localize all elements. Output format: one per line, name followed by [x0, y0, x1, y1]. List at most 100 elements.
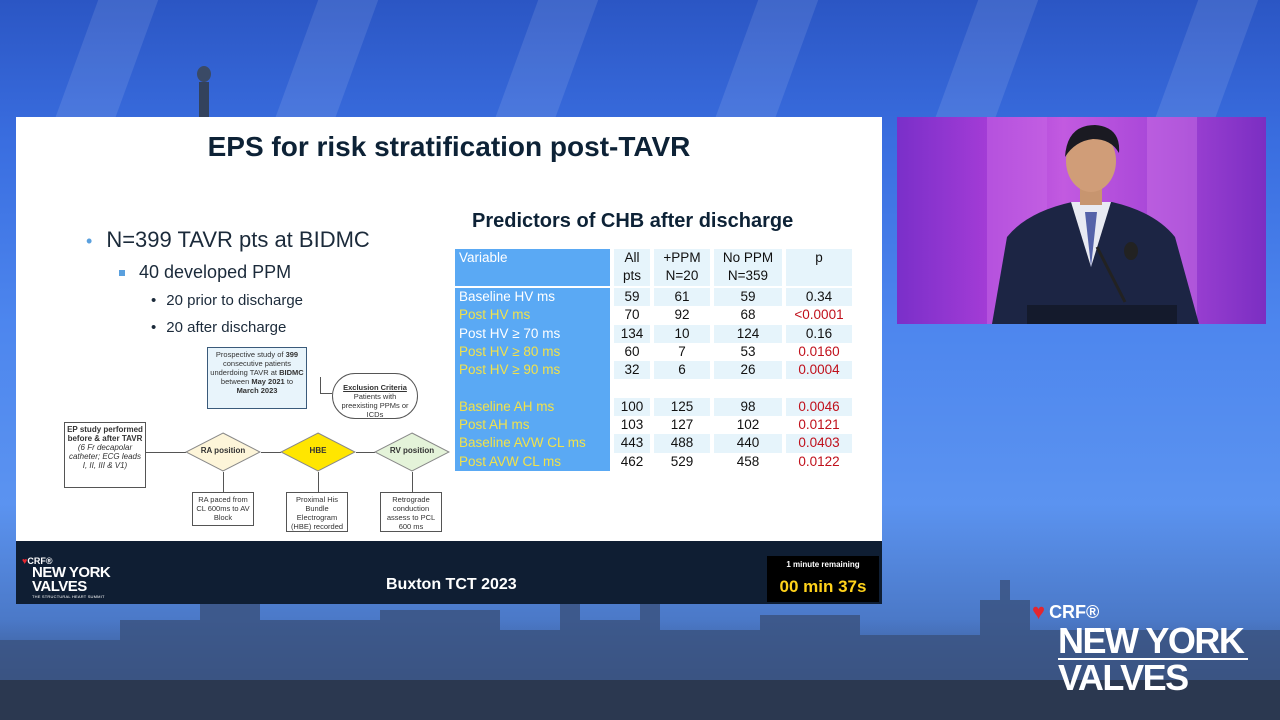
cell-ppm: 61 [654, 288, 710, 307]
header-variable: Variable [455, 249, 610, 286]
table-row: Baseline AVW CL ms 443 488 440 0.0403 [455, 434, 855, 453]
connector [320, 377, 321, 393]
cell-ppm: 7 [678, 343, 686, 359]
bullet-sub-item: • 20 prior to discharge [151, 292, 304, 309]
cell-p: 0.34 [786, 288, 852, 307]
slide-footer: ♥CRF® NEW YORK VALVES THE STRUCTURAL HEA… [16, 541, 882, 604]
table-row: Post AVW CL ms 462 529 458 0.0122 [455, 452, 855, 471]
ra-note-box: RA paced from CL 600ms to AV Block [192, 492, 254, 526]
cell-noppm: 68 [740, 307, 756, 323]
cell-p: 0.0403 [786, 434, 852, 453]
ra-position-label: RA position [200, 446, 246, 455]
table-row: Post HV ms 70 92 68 <0.0001 [455, 306, 855, 325]
cell-all: 103 [620, 417, 644, 433]
brand-line1: NEW YORK [1058, 620, 1245, 661]
cell-p: 0.0004 [786, 361, 852, 380]
cell-variable: Baseline AH ms [455, 397, 610, 417]
crf-heart-icon: ♥ [1032, 599, 1046, 624]
brand-line2: VALVES [1058, 657, 1189, 698]
hbe-diamond: HBE [280, 432, 356, 472]
cell-variable: Post AVW CL ms [455, 452, 610, 471]
connector [223, 472, 224, 492]
crf-logo: ♥ CRF® [1032, 599, 1100, 624]
rv-note-box: Retrograde conduction assess to PCL 600 … [380, 492, 442, 532]
predictors-table: Variable All pts +PPM N=20 No PPM N=359 p B… [455, 249, 855, 471]
cell-noppm [714, 379, 782, 397]
speaker-video [897, 117, 1266, 324]
new-york-valves-brand: ♥ CRF® NEW YORK VALVES [1032, 599, 1252, 698]
connector [261, 452, 281, 453]
cell-variable: Post HV ≥ 70 ms [455, 324, 610, 343]
cell-ppm: 92 [674, 307, 690, 323]
cell-ppm: 529 [670, 453, 694, 469]
timer-countdown: 00 min 37s [779, 577, 867, 596]
header-ppm: +PPM N=20 [654, 249, 710, 286]
cell-ppm: 6 [654, 361, 710, 380]
cell-p [786, 379, 852, 397]
connector [146, 452, 186, 453]
cell-noppm: 440 [714, 434, 782, 453]
city-skyline [0, 580, 1280, 720]
cell-all: 70 [624, 307, 640, 323]
cell-all: 443 [614, 434, 650, 453]
table-row: Post HV ≥ 70 ms 134 10 124 0.16 [455, 324, 855, 343]
connector [320, 393, 332, 394]
cell-p: 0.0046 [786, 397, 852, 417]
cell-ppm: 127 [670, 417, 694, 433]
cell-all [614, 379, 650, 397]
cell-noppm: 458 [736, 453, 760, 469]
cell-ppm [654, 379, 710, 397]
ep-study-box: EP study performed before & after TAVR (… [64, 422, 146, 488]
cell-noppm: 124 [714, 324, 782, 343]
bullet-main: • N=399 TAVR pts at BIDMC [86, 227, 370, 252]
connector [318, 472, 319, 492]
cell-noppm: 102 [736, 417, 760, 433]
cell-p: <0.0001 [794, 307, 844, 323]
table-row: Post AH ms 103 127 102 0.0121 [455, 416, 855, 435]
cell-variable: Baseline HV ms [455, 288, 610, 307]
cell-noppm: 98 [714, 397, 782, 417]
brand-divider [1058, 658, 1248, 660]
connector [356, 452, 375, 453]
prospective-study-box: Prospective study of 399 consecutive pat… [207, 347, 307, 409]
rv-position-diamond: RV position [374, 432, 450, 472]
table-header-row: Variable All pts +PPM N=20 No PPM N=359 p [455, 249, 855, 288]
bullet-sub: 40 developed PPM [119, 262, 291, 283]
rv-position-label: RV position [389, 446, 435, 455]
table-row: Baseline AH ms 100 125 98 0.0046 [455, 397, 855, 417]
cell-all: 462 [620, 453, 644, 469]
header-noppm: No PPM N=359 [714, 249, 782, 286]
countdown-timer: 1 minute remaining 00 min 37s [767, 556, 879, 602]
slide-title: EPS for risk stratification post-TAVR [207, 131, 691, 162]
statue-torch-silhouette [197, 66, 211, 120]
cell-all: 59 [614, 288, 650, 307]
hbe-label: HBE [309, 446, 327, 455]
cell-all: 100 [614, 397, 650, 417]
cell-all: 60 [624, 343, 640, 359]
bullet-sub-item: • 20 after discharge [151, 319, 287, 336]
connector [412, 472, 413, 492]
table-row: Baseline HV ms 59 61 59 0.34 [455, 288, 855, 307]
cell-noppm: 53 [740, 343, 756, 359]
exclusion-criteria-box: Exclusion Criteria Patients with preexis… [332, 373, 418, 419]
timer-warning: 1 minute remaining [786, 560, 860, 569]
table-row: Post HV ≥ 90 ms 32 6 26 0.0004 [455, 361, 855, 380]
speaker-silhouette [987, 117, 1199, 324]
cell-ppm: 125 [654, 397, 710, 417]
footer-citation: Buxton TCT 2023 [386, 576, 517, 593]
cell-variable: Post HV ms [455, 306, 610, 325]
cell-noppm: 59 [714, 288, 782, 307]
bullet-sub-item-text: 20 after discharge [166, 319, 287, 336]
table-title: Predictors of CHB after discharge [472, 210, 794, 232]
table-body: Baseline HV ms 59 61 59 0.34 Post HV ms 70 92 68… [455, 288, 855, 471]
new-york-valves-logo-small: ♥CRF® NEW YORK VALVES THE STRUCTURAL HEA… [22, 556, 111, 599]
cell-variable: Post HV ≥ 90 ms [455, 361, 610, 380]
table-row: Post HV ≥ 80 ms 60 7 53 0.0160 [455, 342, 855, 362]
hbe-note-box: Proximal His Bundle Electrogram (HBE) re… [286, 492, 348, 532]
cell-noppm: 26 [714, 361, 782, 380]
bullet-main-text: N=399 TAVR pts at BIDMC [106, 227, 370, 252]
cell-p: 0.16 [786, 324, 852, 343]
cell-p: 0.0160 [798, 343, 840, 359]
presentation-slide: EPS for risk stratification post-TAVR • N… [16, 117, 882, 604]
bullet-sub-item-text: 20 prior to discharge [166, 292, 304, 309]
